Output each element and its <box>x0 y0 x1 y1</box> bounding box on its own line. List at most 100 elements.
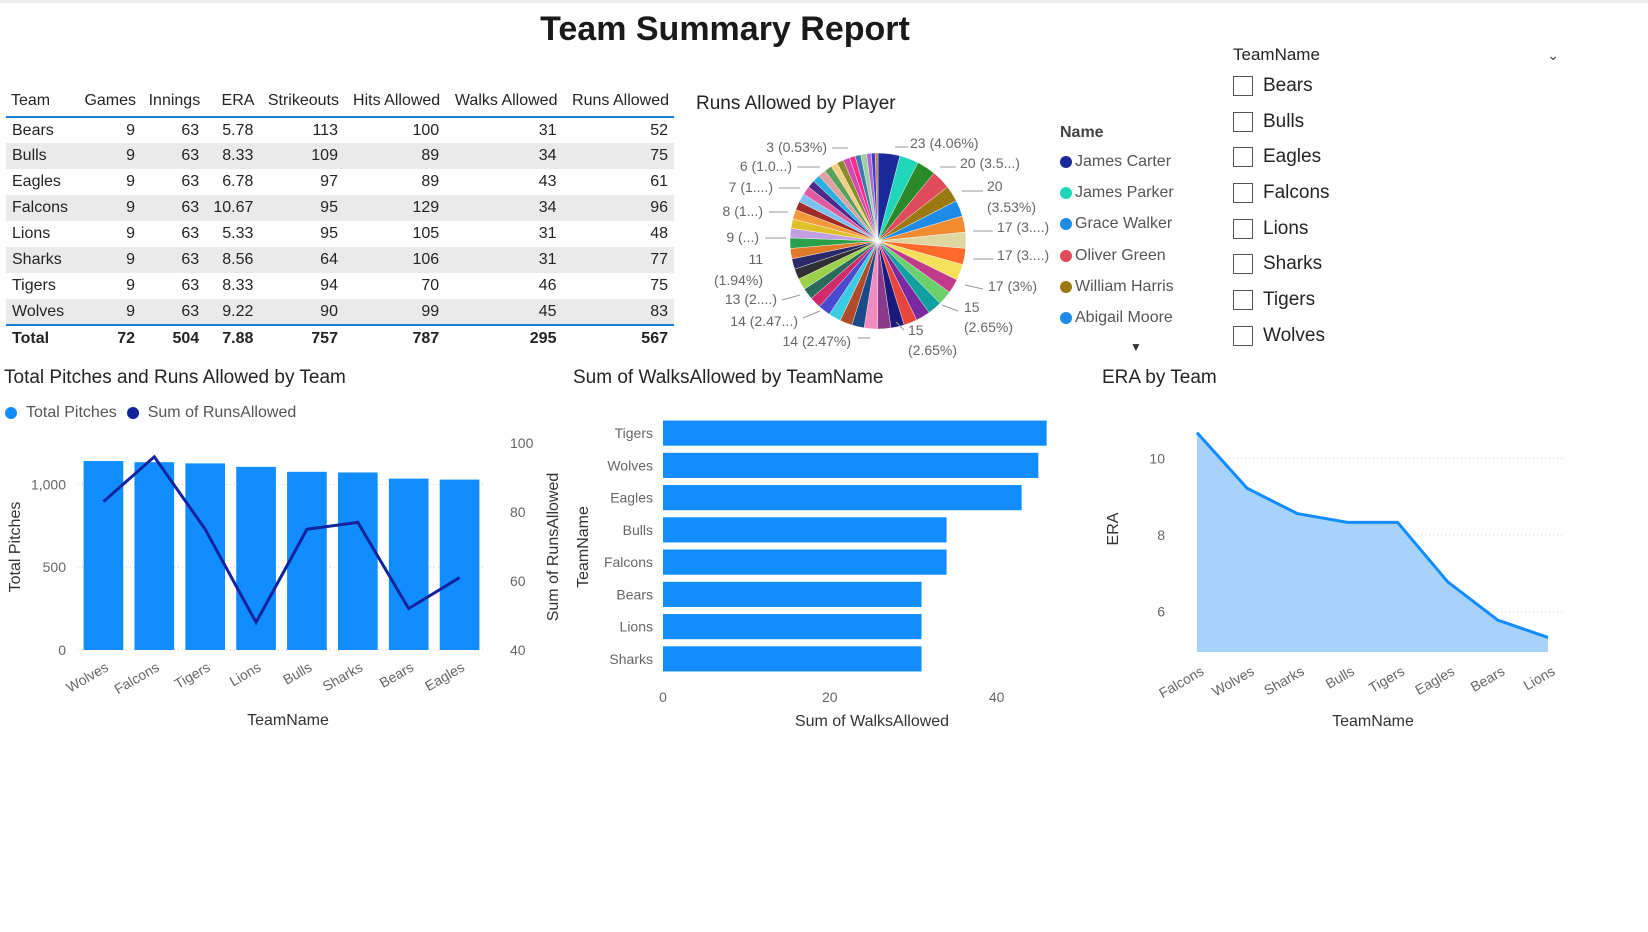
y-tick-label: 1,000 <box>31 476 66 492</box>
table-row[interactable]: Bears 9 63 5.78 113 100 31 52 <box>6 117 674 143</box>
table-cell: 63 <box>181 225 200 242</box>
checkbox[interactable] <box>1233 182 1253 203</box>
table-cell: 9 <box>126 302 136 320</box>
table-row[interactable]: Bulls 9 63 8.33 109 89 34 75 <box>6 143 674 169</box>
slicer-item[interactable]: Falcons <box>1233 175 1563 211</box>
slicer-item[interactable]: Sharks <box>1233 246 1563 282</box>
table-cell: 43 <box>538 173 557 190</box>
bar[interactable] <box>663 549 947 575</box>
table-body: Bears 9 63 5.78 113 100 31 52 Bulls 9 63 8.33 109 89 3… <box>6 117 674 325</box>
bar[interactable] <box>663 517 947 543</box>
checkbox[interactable] <box>1233 75 1253 96</box>
slicer-item[interactable]: Tigers <box>1233 282 1563 318</box>
column-header[interactable]: ERA <box>205 85 260 118</box>
y-tick-label: 0 <box>58 642 66 658</box>
bar[interactable] <box>388 478 429 650</box>
column-header[interactable]: Hits Allowed <box>343 85 446 118</box>
x-tick-label: Bulls <box>280 659 314 688</box>
y-tick-label: 10 <box>1149 450 1165 466</box>
bar[interactable] <box>439 479 480 650</box>
pie-data-label: 11 <box>748 251 763 267</box>
table-cell: 8.33 <box>222 277 254 294</box>
total-pitches-legend-label[interactable]: Total Pitches <box>26 404 117 421</box>
table-row[interactable]: Lions 9 63 5.33 95 105 31 48 <box>6 221 674 247</box>
x-tick-label: Eagles <box>422 659 467 694</box>
slicer-item[interactable]: Eagles <box>1233 139 1563 175</box>
checkbox[interactable] <box>1233 289 1253 310</box>
checkbox[interactable] <box>1233 111 1253 132</box>
pie-data-label: 6 (1.0...) <box>740 158 792 174</box>
column-header[interactable]: Games <box>76 85 142 118</box>
y2-tick-label: 40 <box>510 642 526 658</box>
table-cell: 129 <box>412 199 440 216</box>
legend-item[interactable]: Abigail Moore <box>1060 302 1230 333</box>
legend-marker <box>1060 155 1072 168</box>
x-axis-title: TeamName <box>247 712 329 729</box>
pie-data-label: 8 (1...) <box>723 203 763 219</box>
column-header[interactable]: Walks Allowed <box>445 85 563 118</box>
era-line[interactable] <box>1195 431 1549 639</box>
table-cell: 52 <box>650 121 668 139</box>
bar[interactable] <box>663 614 922 640</box>
table-row[interactable]: Wolves 9 63 9.22 90 99 45 83 <box>6 299 674 325</box>
x-tick-label: Wolves <box>63 659 111 696</box>
era-area[interactable] <box>1197 432 1548 652</box>
slicer-item-label: Lions <box>1263 217 1309 239</box>
column-header[interactable]: Runs Allowed <box>562 85 674 118</box>
runs-allowed-line[interactable] <box>102 454 461 626</box>
era-area-chart: 6 8 10 Falcons Wolves Sharks Bulls Tigers Eagles… <box>1105 431 1565 730</box>
legend-item[interactable]: Grace Walker <box>1060 209 1230 240</box>
bar[interactable] <box>663 452 1039 478</box>
table-cell: 109 <box>311 147 338 164</box>
bar[interactable] <box>663 485 1022 511</box>
checkbox[interactable] <box>1233 147 1253 168</box>
checkbox[interactable] <box>1233 325 1253 346</box>
checkbox[interactable] <box>1233 218 1253 239</box>
chevron-down-icon[interactable]: ⌄ <box>1547 46 1559 63</box>
y-axis-title: Total Pitches <box>7 502 24 593</box>
pie-legend-title: Name <box>1060 124 1104 141</box>
slicer-item[interactable]: Lions <box>1233 211 1563 247</box>
bar[interactable] <box>663 581 922 607</box>
table-cell: 63 <box>181 251 200 268</box>
bar[interactable] <box>134 462 175 650</box>
legend-marker <box>1060 218 1072 231</box>
bar[interactable] <box>287 471 327 650</box>
table-row[interactable]: Falcons 9 63 10.67 95 129 34 96 <box>6 195 674 221</box>
slicer-item[interactable]: Bulls <box>1233 104 1563 140</box>
table-cell: 9 <box>126 121 136 139</box>
slicer-item-label: Falcons <box>1263 181 1330 203</box>
bar[interactable] <box>337 472 378 650</box>
legend-item[interactable]: Oliver Green <box>1060 240 1230 271</box>
bar[interactable] <box>663 420 1047 446</box>
pie-slice[interactable] <box>874 152 879 242</box>
legend-item[interactable]: William Harris <box>1060 271 1230 302</box>
table-row[interactable]: Sharks 9 63 8.56 64 106 31 77 <box>6 247 674 273</box>
y-tick-label: 6 <box>1157 604 1165 620</box>
checkbox[interactable] <box>1233 254 1253 275</box>
table-cell: 9 <box>126 173 136 190</box>
column-header[interactable]: Team <box>6 85 77 118</box>
column-header[interactable]: Innings <box>141 85 206 118</box>
table-cell: 6.78 <box>222 173 254 190</box>
pie-data-label: 20 (3.5...) <box>960 155 1020 171</box>
bar[interactable] <box>83 461 124 650</box>
bar[interactable] <box>185 463 226 650</box>
legend-item[interactable]: James Parker <box>1060 177 1230 208</box>
table-row[interactable]: Tigers 9 63 8.33 94 70 46 75 <box>6 273 674 299</box>
slicer-item[interactable]: Wolves <box>1233 318 1563 354</box>
bar[interactable] <box>663 646 922 672</box>
runs-allowed-legend-label[interactable]: Sum of RunsAllowed <box>147 404 297 421</box>
legend-scroll-down-icon[interactable]: ▼ <box>1130 340 1142 354</box>
slicer-item[interactable]: Bears <box>1233 68 1563 104</box>
legend-item[interactable]: James Carter <box>1060 146 1230 177</box>
table-cell: 34 <box>538 147 557 164</box>
slicer-item-label: Wolves <box>1263 324 1325 346</box>
table-cell: 106 <box>412 251 440 268</box>
table-row[interactable]: Eagles 9 63 6.78 97 89 43 61 <box>6 169 674 195</box>
y-tick-label: Lions <box>620 619 653 635</box>
total-cell: 787 <box>343 324 446 352</box>
table-cell: 63 <box>181 302 200 320</box>
column-header[interactable]: Strikeouts <box>259 85 344 118</box>
total-cell: 504 <box>141 324 206 352</box>
